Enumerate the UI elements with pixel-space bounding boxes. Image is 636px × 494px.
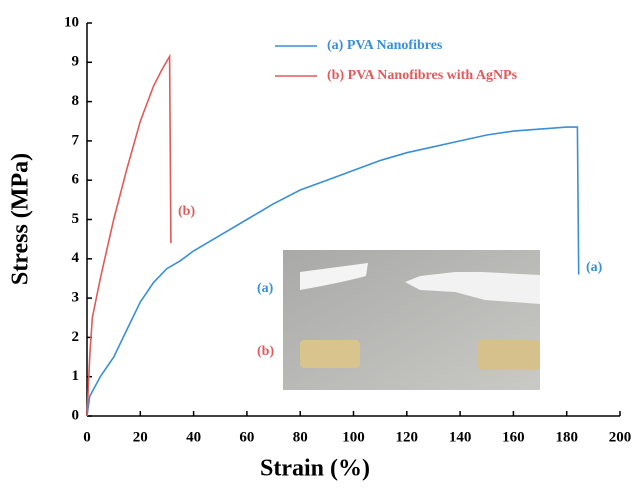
- annotation: (a): [257, 281, 274, 296]
- annotation: (a): [586, 260, 603, 275]
- data-line: [86, 53, 172, 417]
- x-tick-label: 80: [293, 429, 308, 445]
- x-tick-label: 180: [555, 429, 578, 445]
- y-tick-label: 10: [64, 14, 79, 30]
- y-tick-label: 9: [72, 54, 80, 70]
- data-line: [86, 126, 580, 417]
- x-tick-label: 120: [396, 429, 419, 445]
- y-tick-label: 2: [72, 329, 80, 345]
- x-tick-label: 20: [133, 429, 148, 445]
- x-tick-label: 0: [83, 429, 91, 445]
- y-tick-label: 1: [72, 368, 80, 384]
- x-axis-label: Strain (%): [260, 456, 370, 482]
- x-tick-label: 140: [449, 429, 472, 445]
- annotation: (b): [178, 204, 195, 219]
- legend-label: (a) PVA Nanofibres: [327, 38, 443, 53]
- y-tick-label: 8: [72, 93, 80, 109]
- y-tick-label: 6: [72, 172, 80, 188]
- x-tick-label: 200: [609, 429, 632, 445]
- x-tick-label: 60: [239, 429, 254, 445]
- y-tick-label: 5: [72, 211, 80, 227]
- y-tick-label: 3: [72, 290, 80, 306]
- inset-photo: [283, 250, 540, 390]
- y-axis-label: Stress (MPa): [8, 153, 34, 285]
- legend-label: (b) PVA Nanofibres with AgNPs: [327, 68, 518, 83]
- x-tick-label: 40: [186, 429, 201, 445]
- y-tick-label: 7: [72, 132, 80, 148]
- annotation: (b): [257, 344, 274, 359]
- y-tick-label: 0: [72, 407, 80, 423]
- x-tick-label: 160: [502, 429, 525, 445]
- y-tick-label: 4: [72, 250, 80, 266]
- x-tick-label: 100: [342, 429, 365, 445]
